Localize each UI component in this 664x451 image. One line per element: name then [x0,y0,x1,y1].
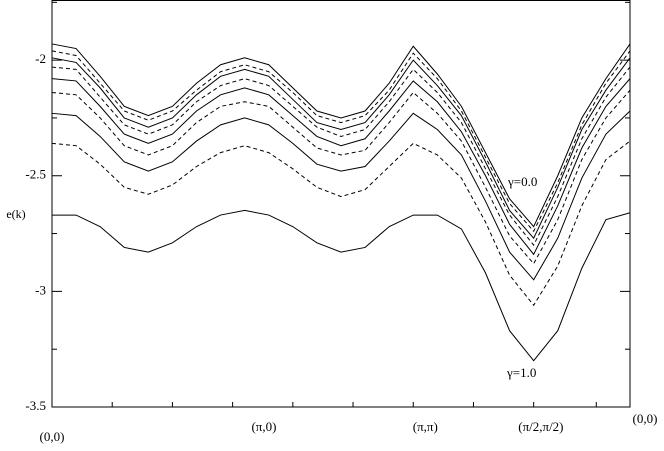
series-line [51,140,631,307]
y-tick-label: -2.5 [25,167,46,182]
series-line [51,78,631,256]
series-line [52,209,631,362]
y-axis-label: e(k) [6,207,25,221]
y-tick-label: -3 [35,282,46,297]
x-tick-label: (0,0) [40,429,65,444]
series-line [51,110,631,281]
y-tick-label: -3.5 [25,398,46,413]
series-line [51,50,631,233]
y-tick-label: -2 [35,51,46,66]
series-line [51,66,631,247]
x-tick-label: (0,0) [633,411,658,426]
annotation: γ=0.0 [507,174,537,189]
annotation: γ=1.0 [506,365,536,380]
x-tick-label: (π,π) [413,419,438,434]
series-line [51,57,631,240]
x-tick-label: (π,0) [251,419,276,434]
plot-frame [51,0,631,408]
x-tick-label: (π/2,π/2) [518,419,563,434]
series-line [51,43,631,228]
series-line [51,89,631,265]
